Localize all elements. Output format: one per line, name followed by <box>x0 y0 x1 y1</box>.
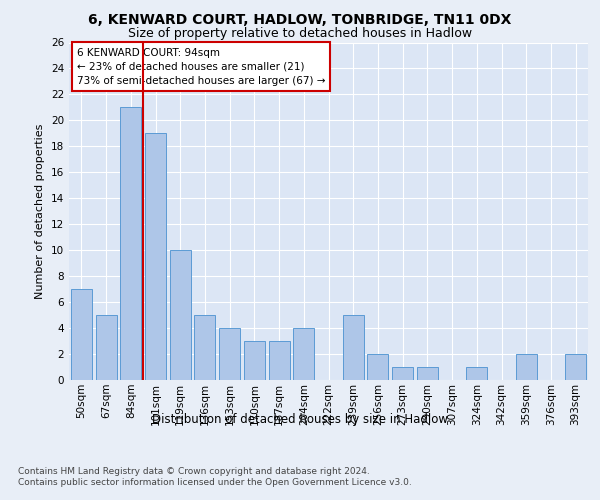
Text: 6 KENWARD COURT: 94sqm
← 23% of detached houses are smaller (21)
73% of semi-det: 6 KENWARD COURT: 94sqm ← 23% of detached… <box>77 48 325 86</box>
Bar <box>120 108 141 380</box>
Bar <box>219 328 240 380</box>
Bar <box>516 354 537 380</box>
Y-axis label: Number of detached properties: Number of detached properties <box>35 124 46 299</box>
Text: Size of property relative to detached houses in Hadlow: Size of property relative to detached ho… <box>128 28 472 40</box>
Text: Distribution of detached houses by size in Hadlow: Distribution of detached houses by size … <box>152 412 448 426</box>
Bar <box>343 315 364 380</box>
Bar <box>367 354 388 380</box>
Bar <box>269 341 290 380</box>
Bar <box>71 289 92 380</box>
Bar <box>466 367 487 380</box>
Text: Contains HM Land Registry data © Crown copyright and database right 2024.
Contai: Contains HM Land Registry data © Crown c… <box>18 468 412 487</box>
Bar <box>170 250 191 380</box>
Bar <box>95 315 116 380</box>
Bar <box>293 328 314 380</box>
Bar <box>417 367 438 380</box>
Bar <box>565 354 586 380</box>
Bar <box>145 134 166 380</box>
Text: 6, KENWARD COURT, HADLOW, TONBRIDGE, TN11 0DX: 6, KENWARD COURT, HADLOW, TONBRIDGE, TN1… <box>88 12 512 26</box>
Bar <box>392 367 413 380</box>
Bar <box>194 315 215 380</box>
Bar <box>244 341 265 380</box>
